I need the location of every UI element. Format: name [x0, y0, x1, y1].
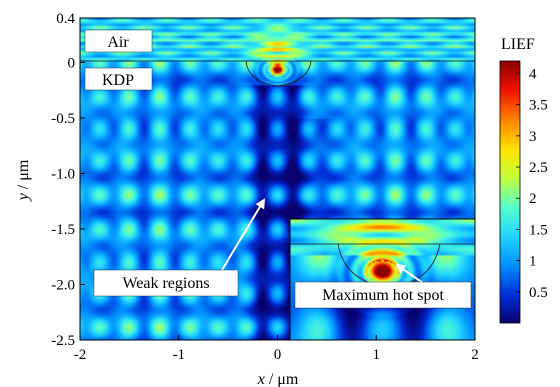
colorbar-tick-label: 2	[529, 191, 537, 207]
x-tick-label: -1	[173, 347, 186, 363]
x-tick-label: 1	[373, 347, 381, 363]
svg-text:Weak regions: Weak regions	[122, 275, 209, 292]
y-tick-label: -2.5	[51, 333, 75, 349]
y-axis-ticks: 0.4 0 -0.5 -1.0 -1.5 -2.0 -2.5	[51, 11, 85, 349]
y-tick-label: -2.0	[51, 277, 75, 293]
colorbar-tick-label: 1	[529, 254, 537, 270]
y-tick-label: 0.4	[56, 11, 75, 27]
svg-text:KDP: KDP	[102, 72, 134, 89]
y-tick-label: 0	[68, 55, 76, 71]
annotation-weak-regions: Weak regions	[93, 198, 266, 297]
colorbar-bar	[499, 60, 521, 324]
region-label-kdp: KDP	[84, 67, 153, 91]
colorbar-title: LIEF	[501, 36, 535, 53]
colorbar-ticks: 4 3.5 3 2.5 2 1.5 1 0.5	[516, 66, 548, 301]
colorbar-tick-label: 2.5	[529, 160, 548, 176]
x-tick-label: 2	[471, 347, 479, 363]
x-axis-label: x / μm	[257, 371, 299, 387]
inset-frame	[289, 218, 476, 341]
hot-spot-arrow	[395, 263, 424, 284]
x-tick-label: -2	[74, 347, 87, 363]
x-axis-ticks: -2 -1 0 1 2	[74, 335, 479, 363]
svg-text:Maximum hot spot: Maximum hot spot	[322, 287, 444, 304]
y-tick-label: -1.5	[51, 222, 75, 238]
y-tick-label: -0.5	[51, 111, 75, 127]
inset-panel	[289, 218, 476, 341]
x-tick-label: 0	[274, 347, 282, 363]
defect-outline	[245, 60, 312, 87]
y-axis-label: y / μm	[15, 159, 32, 202]
svg-text:Air: Air	[107, 34, 129, 51]
colorbar: LIEF 4 3.5 3 2.5 2 1.5 1 0.5	[499, 36, 548, 324]
colorbar-tick-label: 3	[529, 129, 537, 145]
colorbar-tick-label: 4	[529, 66, 537, 82]
region-label-air: Air	[84, 29, 153, 53]
annotation-maximum-hot-spot: Maximum hot spot	[294, 263, 472, 309]
y-tick-label: -1.0	[51, 166, 75, 182]
colorbar-tick-label: 3.5	[529, 98, 548, 114]
colorbar-tick-label: 1.5	[529, 222, 548, 238]
weak-regions-arrow	[221, 198, 266, 271]
colorbar-tick-label: 0.5	[529, 285, 548, 301]
inset-heatmap	[290, 219, 475, 340]
